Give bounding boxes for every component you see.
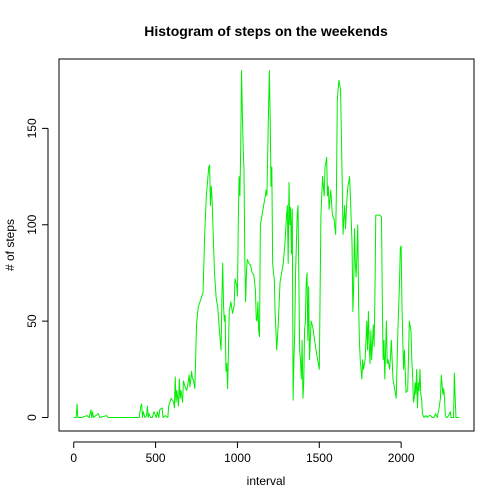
x-tick-label: 2000 (388, 451, 415, 465)
y-tick-label: 100 (25, 214, 39, 234)
x-axis: 0 500 1000 1500 2000 (70, 441, 415, 465)
y-tick-label: 50 (25, 314, 39, 328)
y-tick-label: 150 (25, 118, 39, 138)
y-tick-label: 0 (25, 414, 39, 421)
series-layer (73, 70, 460, 419)
series-line (73, 70, 460, 419)
x-tick-label: 500 (146, 451, 166, 465)
x-tick-label: 0 (70, 451, 77, 465)
x-tick-label: 1500 (306, 451, 333, 465)
x-axis-label: interval (247, 474, 286, 488)
x-tick-label: 1000 (224, 451, 251, 465)
y-axis-label: # of steps (3, 219, 17, 271)
y-axis: 0 50 100 150 (25, 118, 49, 421)
plot-frame (58, 58, 475, 432)
chart-title: Histogram of steps on the weekends (144, 23, 388, 39)
